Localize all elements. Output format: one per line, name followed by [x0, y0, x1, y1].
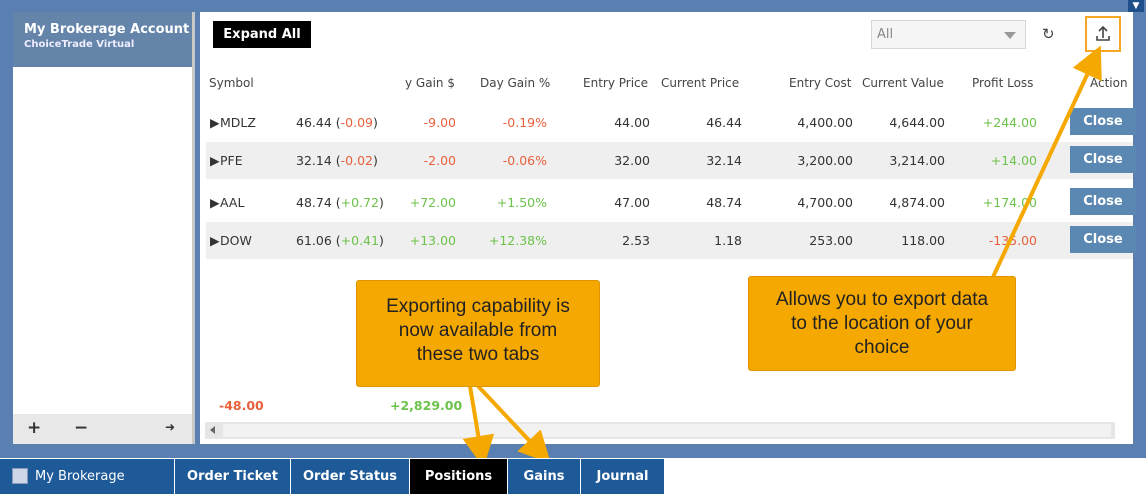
last-price: 48.74 (+0.72) [296, 195, 384, 210]
expand-row-icon[interactable]: ▶ [210, 195, 220, 210]
table-row[interactable]: ▶ DOW 61.06 (+0.41) +13.00 +12.38% 2.53 … [206, 222, 1136, 259]
entry-price: 47.00 [614, 195, 650, 210]
col-header-day-gain[interactable]: y Gain $ [405, 76, 455, 90]
day-gain: -2.00 [423, 153, 456, 168]
day-gain: -9.00 [423, 115, 456, 130]
current-value: 4,874.00 [889, 195, 945, 210]
col-header-entry-cost[interactable]: Entry Cost [789, 76, 852, 90]
chevron-down-icon[interactable]: ▼ [1128, 0, 1144, 12]
bottom-tab-bar: My Brokerage Account Order Ticket Order … [0, 458, 1146, 497]
callout-line: these two tabs [416, 344, 540, 365]
profit-loss: +14.00 [990, 153, 1037, 168]
col-header-current-value[interactable]: Current Value [862, 76, 944, 90]
tab-my-brokerage-account[interactable]: My Brokerage Account [0, 459, 175, 494]
caret-down-icon [1004, 32, 1016, 39]
account-icon [12, 468, 28, 484]
close-position-button[interactable]: Close [1070, 108, 1136, 135]
day-gain: +72.00 [409, 195, 456, 210]
callout-line: choice [854, 337, 910, 358]
entry-cost: 4,400.00 [797, 115, 853, 130]
add-icon[interactable]: + [27, 418, 42, 438]
col-header-symbol[interactable]: Symbol [209, 76, 254, 90]
window-frame: ▼ My Brokerage Account ChoiceTrade Virtu… [13, 0, 1144, 444]
entry-cost: 3,200.00 [797, 153, 853, 168]
account-sidebar: My Brokerage Account ChoiceTrade Virtual… [13, 12, 195, 444]
filter-value: All [877, 27, 894, 42]
profit-loss: -135.00 [988, 233, 1037, 248]
close-position-button[interactable]: Close [1070, 146, 1136, 173]
current-value: 3,214.00 [889, 153, 945, 168]
table-row[interactable]: ▶ PFE 32.14 (-0.02) -2.00 -0.06% 32.00 3… [206, 142, 1136, 179]
tab-order-status[interactable]: Order Status [291, 459, 410, 494]
close-position-button[interactable]: Close [1070, 226, 1136, 253]
entry-cost: 253.00 [809, 233, 853, 248]
symbol: DOW [220, 233, 252, 248]
tab-label: My Brokerage Account [35, 469, 125, 484]
filter-select[interactable]: All [871, 20, 1026, 49]
account-card[interactable]: My Brokerage Account ChoiceTrade Virtual [13, 12, 192, 67]
entry-price: 32.00 [614, 153, 650, 168]
horizontal-scrollbar[interactable] [205, 422, 1115, 439]
total-profit-loss: +2,829.00 [390, 398, 463, 413]
table-row[interactable]: ▶ MDLZ 46.44 (-0.09) -9.00 -0.19% 44.00 … [206, 104, 1136, 141]
tab-order-ticket[interactable]: Order Ticket [175, 459, 291, 494]
col-header-day-gain-pct[interactable]: Day Gain % [480, 76, 551, 90]
current-price: 32.14 [706, 153, 742, 168]
scroll-left-icon[interactable] [210, 426, 215, 434]
col-header-profit-loss[interactable]: Profit Loss [972, 76, 1034, 90]
callout-export-button: Allows you to export data to the locatio… [748, 276, 1016, 371]
current-value: 118.00 [901, 233, 945, 248]
logout-icon[interactable]: ➜ [165, 420, 176, 434]
callout-line: Exporting capability is [386, 296, 570, 317]
expand-all-button[interactable]: Expand All [213, 21, 311, 48]
day-gain-pct: +12.38% [488, 233, 547, 248]
entry-cost: 4,700.00 [797, 195, 853, 210]
expand-row-icon[interactable]: ▶ [210, 115, 220, 130]
remove-icon[interactable]: − [74, 418, 89, 438]
tab-gains[interactable]: Gains [508, 459, 581, 494]
refresh-icon[interactable]: ↻ [1042, 25, 1055, 43]
callout-line: to the location of your [791, 313, 973, 334]
scroll-thumb[interactable] [223, 424, 1111, 437]
col-header-action: Action [1090, 76, 1128, 90]
expand-row-icon[interactable]: ▶ [210, 153, 220, 168]
export-button[interactable] [1085, 16, 1121, 52]
col-header-current-price[interactable]: Current Price [661, 76, 740, 90]
day-gain-pct: +1.50% [496, 195, 547, 210]
close-position-button[interactable]: Close [1070, 188, 1136, 215]
symbol: AAL [220, 195, 245, 210]
day-gain-pct: -0.19% [502, 115, 547, 130]
symbol: MDLZ [220, 115, 256, 130]
profit-loss: +174.00 [982, 195, 1037, 210]
entry-price: 44.00 [614, 115, 650, 130]
entry-price: 2.53 [622, 233, 650, 248]
current-price: 1.18 [714, 233, 742, 248]
total-day-gain: -48.00 [219, 398, 264, 413]
current-price: 46.44 [706, 115, 742, 130]
account-name: My Brokerage Account [24, 22, 190, 37]
tab-journal[interactable]: Journal [581, 459, 665, 494]
positions-panel: Expand All All ↻ Symbol y Gain $ Day Gai… [200, 12, 1136, 444]
expand-row-icon[interactable]: ▶ [210, 233, 220, 248]
day-gain-pct: -0.06% [502, 153, 547, 168]
last-price: 46.44 (-0.09) [296, 115, 378, 130]
callout-line: now available from [398, 320, 558, 341]
account-subtitle: ChoiceTrade Virtual [24, 39, 135, 50]
export-icon [1096, 25, 1110, 41]
day-gain: +13.00 [409, 233, 456, 248]
last-price: 32.14 (-0.02) [296, 153, 378, 168]
profit-loss: +244.00 [982, 115, 1037, 130]
table-row[interactable]: ▶ AAL 48.74 (+0.72) +72.00 +1.50% 47.00 … [206, 184, 1136, 221]
col-header-entry-price[interactable]: Entry Price [583, 76, 649, 90]
sidebar-toolbar: + − ➜ [13, 414, 192, 444]
callout-exporting-tabs: Exporting capability is now available fr… [356, 280, 600, 387]
current-value: 4,644.00 [889, 115, 945, 130]
tab-positions[interactable]: Positions [410, 459, 508, 494]
current-price: 48.74 [706, 195, 742, 210]
last-price: 61.06 (+0.41) [296, 233, 384, 248]
symbol: PFE [220, 153, 243, 168]
callout-line: Allows you to export data [775, 289, 989, 310]
